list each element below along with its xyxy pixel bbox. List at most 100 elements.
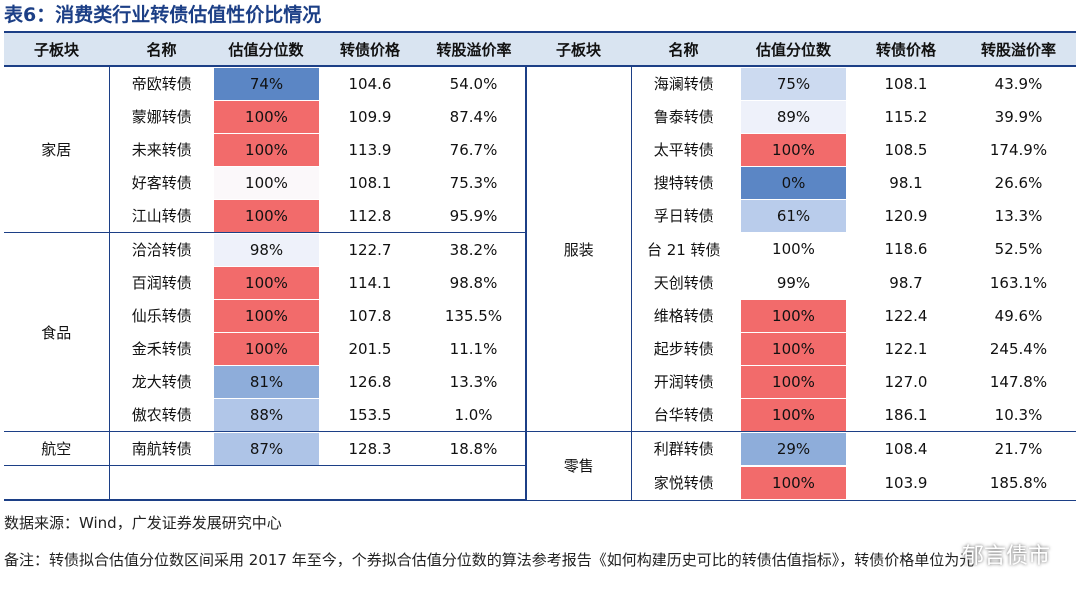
bond-price: 126.8 xyxy=(348,372,392,391)
conversion-premium: 43.9% xyxy=(994,74,1043,93)
bond-name: 太平转债 xyxy=(653,141,714,159)
footer-note: 备注：转债拟合估值分位数区间采用 2017 年至今，个券拟合估值分位数的算法参考… xyxy=(4,551,975,569)
bond-name: 孚日转债 xyxy=(653,207,714,226)
bond-price: 122.7 xyxy=(348,240,392,259)
conversion-premium: 147.8% xyxy=(989,372,1048,391)
percentile-value: 100% xyxy=(214,133,319,166)
bond-name: 金禾转债 xyxy=(131,340,192,358)
percentile-cell: 87% xyxy=(214,431,319,466)
conversion-premium: 1.0% xyxy=(422,398,527,432)
conversion-premium: 18.8% xyxy=(422,431,527,466)
conversion-premium: 13.3% xyxy=(994,206,1043,225)
conversion-premium: 75.3% xyxy=(422,166,527,199)
table-row: 家悦转债 100% 103.9 185.8% xyxy=(4,465,1076,501)
valuation-table: 子板块 名称 估值分位数 转债价格 转股溢价率 子板块 名称 估值分位数 转债价… xyxy=(4,31,1076,501)
header-premium-right: 转股溢价率 xyxy=(961,31,1076,67)
percentile-cell: 100% xyxy=(214,299,319,332)
conversion-premium: 174.9% xyxy=(989,140,1048,159)
conversion-premium: 95.9% xyxy=(422,199,527,233)
empty-cell xyxy=(109,465,214,501)
percentile-value: 100% xyxy=(741,233,846,266)
watermark: 郁言债市 xyxy=(961,544,1050,569)
conversion-premium: 10.3% xyxy=(961,398,1076,432)
percentile-cell: 75% xyxy=(736,66,851,100)
sector-cell: 家居 xyxy=(4,66,110,233)
bond-price: 112.8 xyxy=(318,199,422,233)
percentile-cell: 100% xyxy=(736,365,851,398)
percentile-value: 100% xyxy=(214,199,319,232)
bond-price: 98.1 xyxy=(889,173,923,192)
percentile-value: 75% xyxy=(741,67,846,100)
percentile-value: 87% xyxy=(214,432,319,465)
percentile-value: 98% xyxy=(214,233,319,266)
percentile-value: 29% xyxy=(741,432,846,465)
conversion-premium: 76.7% xyxy=(422,133,527,166)
bond-name: 蒙娜转债 xyxy=(131,108,192,126)
empty-cell xyxy=(318,465,422,501)
table-row: 傲农转债 88% 153.5 1.0% 台华转债 100% 186.1 10.3% xyxy=(4,398,1076,432)
table-title: 表6：消费类行业转债估值性价比情况 xyxy=(4,4,322,26)
percentile-value: 100% xyxy=(741,365,846,398)
bond-name: 维格转债 xyxy=(653,307,714,325)
percentile-cell: 100% xyxy=(736,465,851,501)
table-row: 江山转债 100% 112.8 95.9% 孚日转债 61% 120.9 13.3% xyxy=(4,199,1076,233)
percentile-cell: 89% xyxy=(736,100,851,133)
bond-name: 帝欧转债 xyxy=(131,75,192,93)
header-percentile-right: 估值分位数 xyxy=(736,31,851,67)
conversion-premium: 163.1% xyxy=(989,273,1048,292)
conversion-premium: 26.6% xyxy=(994,173,1043,192)
percentile-cell: 100% xyxy=(214,199,319,233)
conversion-premium: 49.6% xyxy=(994,306,1043,325)
percentile-cell: 74% xyxy=(214,66,319,100)
bond-name: 台 21 转债 xyxy=(646,240,721,259)
conversion-premium: 38.2% xyxy=(422,232,527,266)
bond-name: 傲农转债 xyxy=(109,398,214,432)
bond-name: 起步转债 xyxy=(653,340,714,358)
table-row: 家居 帝欧转债 74% 104.6 54.0% 服装 海澜转债 75% 108.1 43.9% xyxy=(4,66,1076,432)
bond-name: 天创转债 xyxy=(653,274,714,292)
footer-source: 数据来源：Wind，广发证券发展研究中心 xyxy=(4,514,282,532)
bond-price: 122.1 xyxy=(884,339,928,358)
percentile-cell: 61% xyxy=(736,199,851,233)
bond-name: 搜特转债 xyxy=(653,174,714,192)
bond-name: 家悦转债 xyxy=(631,465,736,501)
percentile-cell: 100% xyxy=(736,398,851,432)
percentile-value: 100% xyxy=(741,299,846,332)
bond-name: 开润转债 xyxy=(653,373,714,391)
bond-name: 未来转债 xyxy=(131,141,192,159)
sector-cell: 零售 xyxy=(525,431,632,501)
percentile-value: 100% xyxy=(214,299,319,332)
bond-price: 115.2 xyxy=(884,107,928,126)
bond-name: 利群转债 xyxy=(653,440,714,459)
percentile-cell: 100% xyxy=(214,100,319,133)
conversion-premium: 185.8% xyxy=(961,465,1076,501)
empty-cell xyxy=(4,465,110,501)
header-premium: 转股溢价率 xyxy=(422,31,526,67)
bond-price: 127.0 xyxy=(884,372,928,391)
percentile-value: 81% xyxy=(214,365,319,398)
bond-price: 108.4 xyxy=(884,439,928,458)
conversion-premium: 11.1% xyxy=(422,332,527,365)
bond-price: 201.5 xyxy=(348,339,392,358)
table-row: 好客转债 100% 108.1 75.3% 搜特转债 0% 98.1 26.6% xyxy=(4,166,1076,199)
percentile-cell: 99% xyxy=(736,266,851,299)
percentile-cell: 100% xyxy=(214,133,319,166)
table-row: 百润转债 100% 114.1 98.8% 天创转债 99% 98.7 163.1% xyxy=(4,266,1076,299)
sector-cell: 航空 xyxy=(4,431,110,466)
percentile-value: 88% xyxy=(214,398,319,431)
percentile-value: 100% xyxy=(741,466,846,499)
bond-name: 台华转债 xyxy=(631,398,736,432)
sector-cell: 服装 xyxy=(525,66,632,432)
percentile-value: 61% xyxy=(741,199,846,232)
percentile-value: 100% xyxy=(741,398,846,431)
bond-price: 104.6 xyxy=(348,74,392,93)
bond-price: 108.5 xyxy=(884,140,928,159)
percentile-cell: 100% xyxy=(736,133,851,166)
bond-price: 114.1 xyxy=(348,273,392,292)
percentile-cell: 100% xyxy=(736,233,851,267)
header-percentile: 估值分位数 xyxy=(214,31,318,67)
percentile-cell: 0% xyxy=(736,166,851,199)
percentile-value: 89% xyxy=(741,100,846,133)
conversion-premium: 98.8% xyxy=(422,266,527,299)
bond-price: 103.9 xyxy=(851,465,961,501)
